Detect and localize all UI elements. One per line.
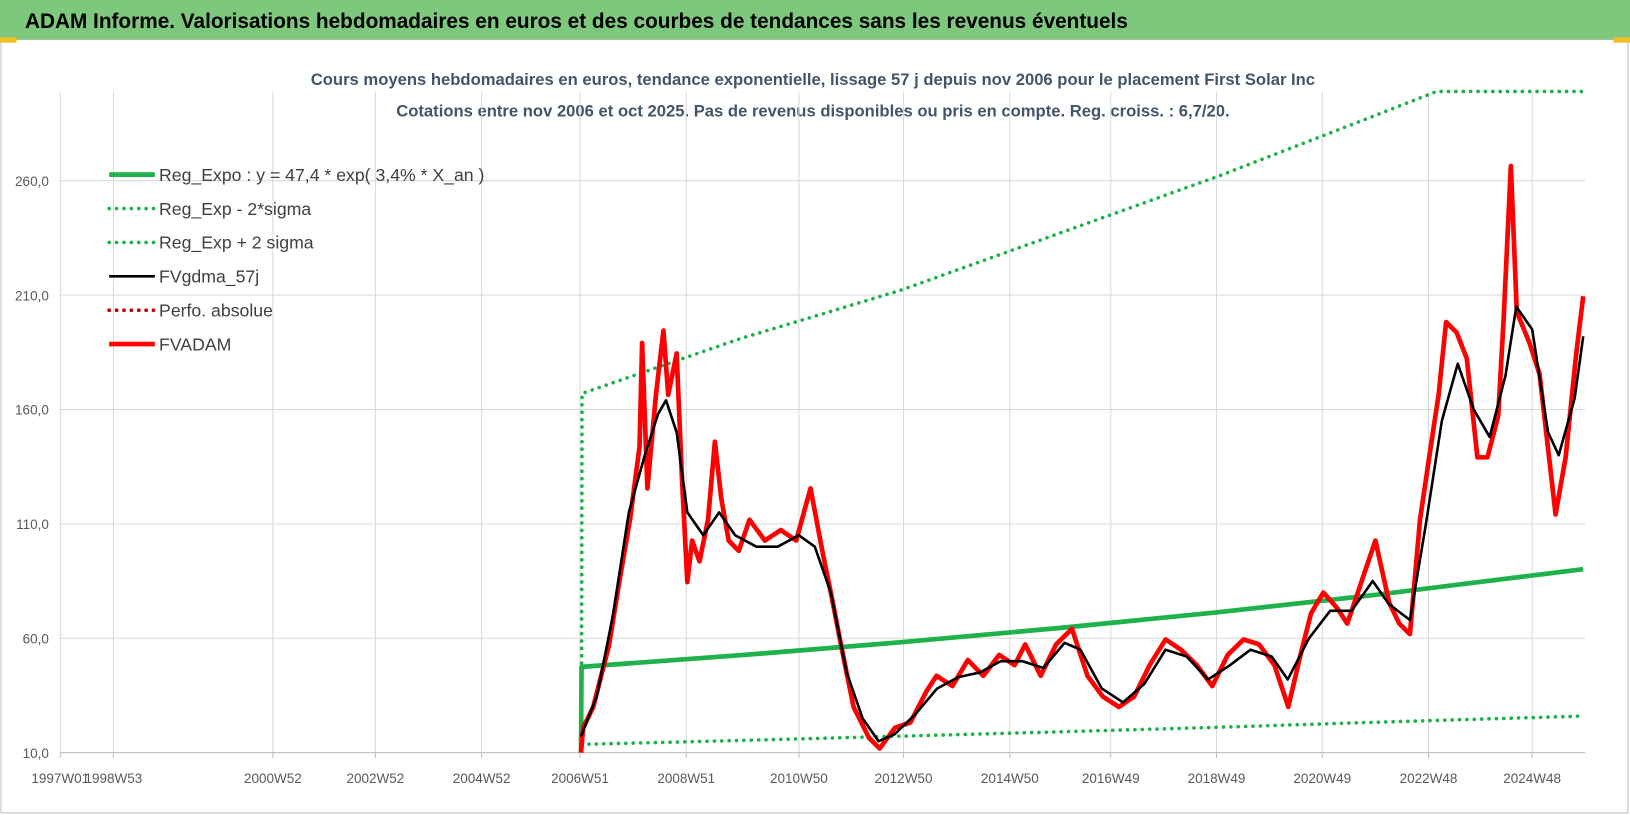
x-tick-label: 2018W49 bbox=[1188, 771, 1246, 786]
x-tick-label: 2020W49 bbox=[1293, 771, 1351, 786]
chart-subtitle: Cotations entre nov 2006 et oct 2025. Pa… bbox=[396, 101, 1229, 120]
x-tick-label: 1997W01 bbox=[31, 771, 89, 786]
header-title: ADAM Informe. Valorisations hebdomadaire… bbox=[25, 10, 1128, 33]
y-tick-label: 260,0 bbox=[15, 174, 49, 189]
legend-label: FVgdma_57j bbox=[159, 267, 259, 288]
corner bbox=[0, 37, 17, 43]
x-tick-label: 2022W48 bbox=[1400, 771, 1458, 786]
chart-title: Cours moyens hebdomadaires en euros, ten… bbox=[311, 70, 1315, 89]
x-tick-label: 2000W52 bbox=[244, 771, 302, 786]
legend-label: Perfo. absolue bbox=[159, 300, 273, 320]
header-band bbox=[0, 0, 1630, 40]
x-tick-label: 2008W51 bbox=[657, 771, 715, 786]
y-tick-label: 10,0 bbox=[23, 746, 49, 761]
plot bbox=[578, 89, 1586, 753]
series-line bbox=[579, 714, 1586, 747]
y-tick-label: 160,0 bbox=[15, 403, 49, 418]
x-tick-label: 2016W49 bbox=[1082, 771, 1140, 786]
x-tick-label: 2014W50 bbox=[981, 771, 1039, 786]
x-tick-label: 2004W52 bbox=[453, 771, 511, 786]
series-line bbox=[579, 89, 1586, 747]
series-line bbox=[578, 163, 1586, 753]
y-tick-label: 60,0 bbox=[23, 631, 49, 646]
x-tick-label: 2024W48 bbox=[1503, 771, 1561, 786]
x-tick-label: 1998W53 bbox=[85, 771, 143, 786]
corner bbox=[1613, 37, 1630, 43]
y-tick-label: 110,0 bbox=[16, 517, 49, 532]
series-line bbox=[578, 566, 1584, 753]
y-tick-label: 210,0 bbox=[15, 288, 49, 303]
series-line bbox=[579, 305, 1585, 743]
grid: 10,0 60,0 110,0 160,0 210,0 260,0 1997W011998W… bbox=[15, 91, 1586, 786]
legend-label: Reg_Exp + 2 sigma bbox=[159, 233, 314, 254]
legend-label: Reg_Exp - 2*sigma bbox=[159, 199, 311, 220]
x-tick-label: 2010W50 bbox=[770, 771, 828, 786]
x-tick-label: 2012W50 bbox=[875, 771, 933, 786]
legend-label: FVADAM bbox=[159, 334, 231, 354]
legend: Reg_Expo : y = 47,4 * exp( 3,4% * X_an )… bbox=[107, 165, 484, 354]
legend-label: Reg_Expo : y = 47,4 * exp( 3,4% * X_an ) bbox=[159, 165, 484, 186]
x-tick-label: 2006W51 bbox=[551, 771, 609, 786]
x-tick-label: 2002W52 bbox=[346, 771, 404, 786]
